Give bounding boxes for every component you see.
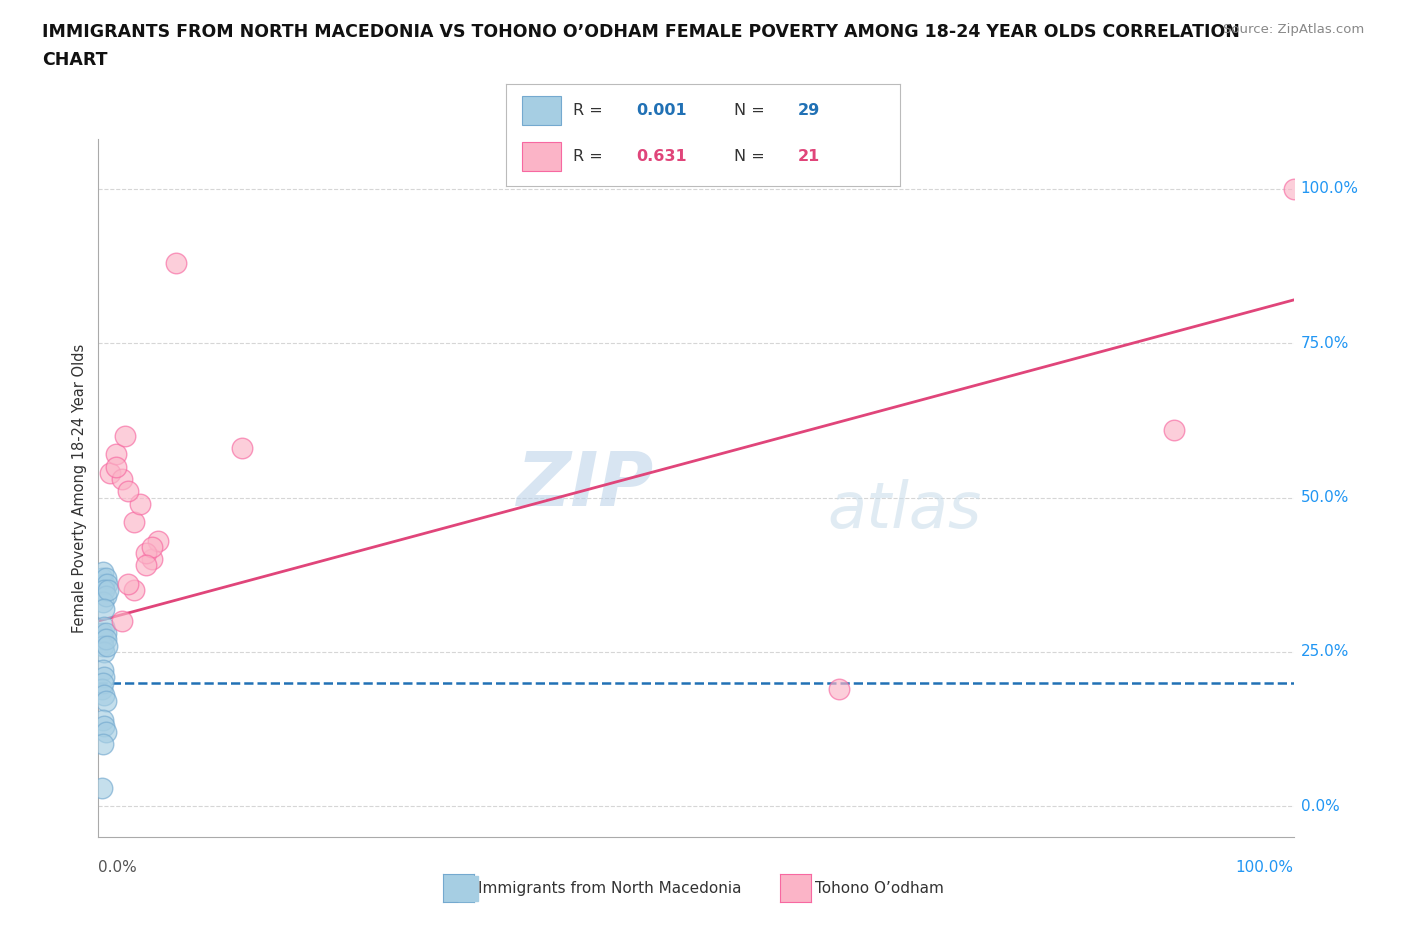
Text: R =: R =: [574, 149, 607, 164]
Point: [94, 589, 117, 604]
Point: [135, 546, 157, 561]
Text: Tohono O’odham: Tohono O’odham: [815, 881, 945, 896]
Point: [97, 583, 120, 598]
Point: [91, 565, 114, 579]
Text: 25.0%: 25.0%: [1301, 644, 1348, 659]
Point: [91, 638, 114, 653]
Text: 75.0%: 75.0%: [1301, 336, 1348, 351]
Point: [94, 694, 117, 709]
Text: 0.0%: 0.0%: [98, 860, 138, 875]
Point: [94, 632, 117, 647]
Text: Source: ZipAtlas.com: Source: ZipAtlas.com: [1223, 23, 1364, 36]
Point: [93, 644, 115, 659]
Text: atlas: atlas: [827, 479, 981, 541]
Point: [91, 737, 114, 751]
Point: [117, 577, 139, 591]
Point: [148, 533, 170, 548]
Point: [141, 551, 163, 566]
Point: [93, 687, 115, 702]
Point: [91, 595, 114, 610]
Point: [231, 441, 253, 456]
Point: [141, 539, 163, 554]
Point: [91, 675, 114, 690]
Point: [96, 638, 118, 653]
Point: [93, 669, 115, 684]
Text: 29: 29: [797, 103, 820, 118]
Text: ZIP: ZIP: [517, 448, 654, 522]
Bar: [522, 96, 561, 125]
Point: [94, 724, 117, 739]
Point: [124, 515, 146, 530]
Point: [91, 626, 114, 641]
Text: 0.631: 0.631: [636, 149, 686, 164]
Point: [91, 712, 114, 727]
Point: [1163, 422, 1185, 437]
Point: [91, 570, 114, 585]
Point: [94, 570, 117, 585]
Text: 21: 21: [797, 149, 820, 164]
Point: [129, 497, 152, 512]
Point: [124, 583, 146, 598]
Point: [111, 614, 134, 629]
Text: N =: N =: [734, 103, 770, 118]
Point: [111, 472, 134, 486]
Point: [91, 663, 114, 678]
Point: [828, 682, 851, 697]
Text: 100.0%: 100.0%: [1236, 860, 1294, 875]
Text: R =: R =: [574, 103, 607, 118]
Point: [135, 558, 157, 573]
Point: [1282, 181, 1305, 196]
Point: [93, 719, 115, 734]
Point: [93, 619, 115, 634]
Point: [114, 429, 136, 444]
Point: [94, 626, 117, 641]
Point: [98, 465, 122, 480]
Point: [96, 577, 118, 591]
Y-axis label: Female Poverty Among 18-24 Year Olds: Female Poverty Among 18-24 Year Olds: [72, 343, 87, 633]
Point: [93, 583, 115, 598]
Text: 0.0%: 0.0%: [1301, 799, 1340, 814]
Point: [91, 632, 114, 647]
Text: 0.001: 0.001: [636, 103, 686, 118]
Text: IMMIGRANTS FROM NORTH MACEDONIA VS TOHONO O’ODHAM FEMALE POVERTY AMONG 18-24 YEA: IMMIGRANTS FROM NORTH MACEDONIA VS TOHON…: [42, 23, 1240, 41]
Text: 100.0%: 100.0%: [1301, 181, 1358, 196]
Point: [165, 256, 187, 271]
Point: [105, 446, 128, 461]
Point: [117, 484, 139, 498]
Point: [91, 682, 114, 697]
Text: N =: N =: [734, 149, 770, 164]
Text: 50.0%: 50.0%: [1301, 490, 1348, 505]
Text: CHART: CHART: [42, 51, 108, 69]
Text: Immigrants from North Macedonia: Immigrants from North Macedonia: [478, 881, 741, 896]
Point: [93, 601, 115, 616]
Point: [93, 577, 115, 591]
Bar: [522, 142, 561, 171]
Point: [105, 459, 128, 474]
Point: [91, 780, 114, 795]
